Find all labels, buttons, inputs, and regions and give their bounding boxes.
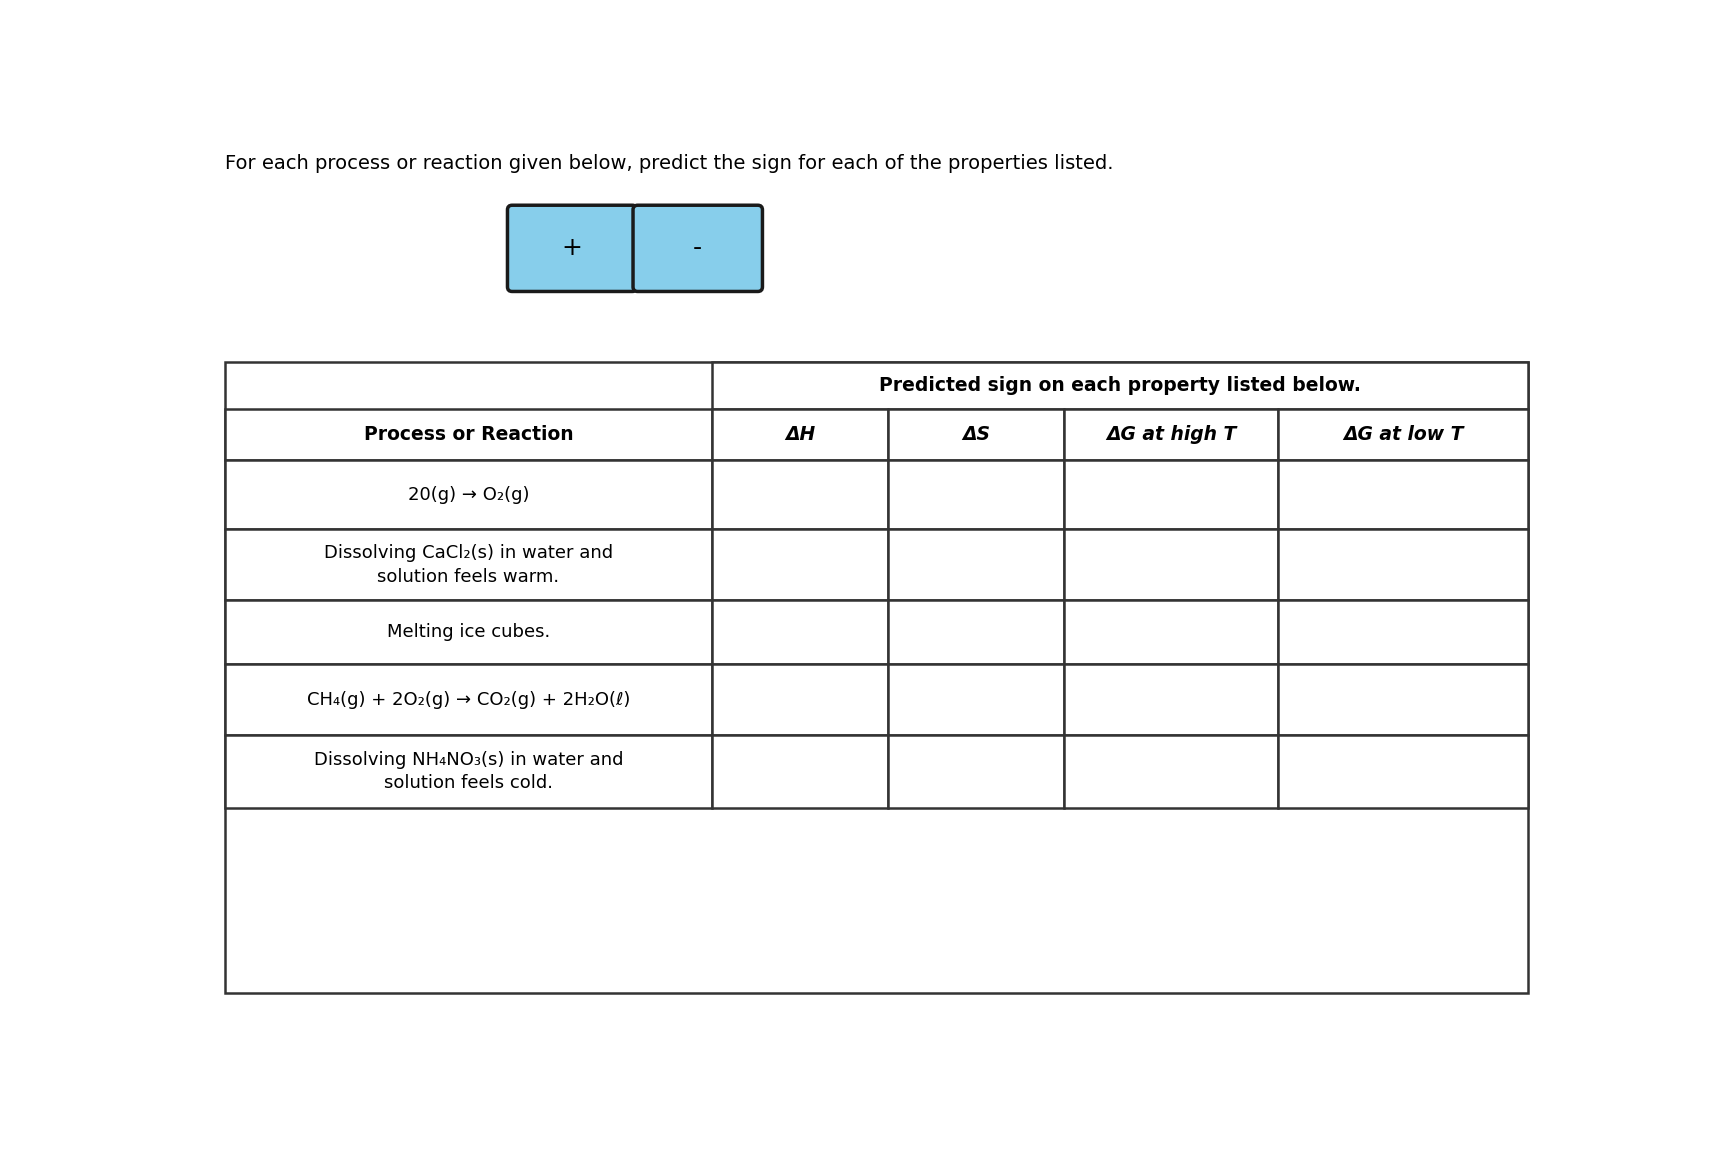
Bar	[1064, 409, 1277, 460]
Bar	[1064, 735, 1277, 809]
Text: ΔG at high T: ΔG at high T	[1106, 425, 1236, 445]
Bar	[1064, 460, 1277, 530]
Bar	[224, 665, 711, 735]
Text: 20(g) → O₂(g): 20(g) → O₂(g)	[407, 486, 528, 503]
Text: For each process or reaction given below, predict the sign for each of the prope: For each process or reaction given below…	[224, 153, 1113, 173]
Text: Process or Reaction: Process or Reaction	[364, 425, 573, 445]
Bar	[1064, 600, 1277, 665]
Bar	[224, 735, 711, 809]
Bar	[1277, 735, 1529, 809]
Bar	[224, 530, 711, 600]
Text: +: +	[563, 236, 583, 260]
Bar	[887, 460, 1064, 530]
Bar	[711, 665, 887, 735]
Bar	[711, 600, 887, 665]
Bar	[711, 362, 1529, 409]
Bar	[887, 600, 1064, 665]
FancyBboxPatch shape	[508, 205, 636, 291]
Text: Dissolving CaCl₂(s) in water and
solution feels warm.: Dissolving CaCl₂(s) in water and solutio…	[323, 544, 612, 585]
Text: Dissolving NH₄NO₃(s) in water and
solution feels cold.: Dissolving NH₄NO₃(s) in water and soluti…	[313, 751, 622, 793]
Text: Melting ice cubes.: Melting ice cubes.	[386, 623, 551, 642]
Bar	[1277, 460, 1529, 530]
Bar	[1064, 665, 1277, 735]
Bar	[711, 460, 887, 530]
Text: ΔS: ΔS	[963, 425, 990, 445]
Bar	[224, 600, 711, 665]
Bar	[1277, 530, 1529, 600]
Bar	[887, 530, 1064, 600]
Bar	[887, 665, 1064, 735]
Bar	[224, 460, 711, 530]
Text: ΔG at low T: ΔG at low T	[1342, 425, 1464, 445]
Bar	[224, 362, 1529, 993]
Text: ΔH: ΔH	[785, 425, 816, 445]
Bar	[711, 409, 887, 460]
Bar	[1277, 665, 1529, 735]
Text: Predicted sign on each property listed below.: Predicted sign on each property listed b…	[879, 376, 1361, 395]
Bar	[1277, 409, 1529, 460]
Bar	[1277, 600, 1529, 665]
Bar	[887, 409, 1064, 460]
Bar	[711, 530, 887, 600]
Text: -: -	[693, 236, 703, 260]
Bar	[224, 409, 711, 460]
Text: CH₄(g) + 2O₂(g) → CO₂(g) + 2H₂O(ℓ): CH₄(g) + 2O₂(g) → CO₂(g) + 2H₂O(ℓ)	[306, 690, 629, 708]
Bar	[1064, 530, 1277, 600]
Bar	[887, 735, 1064, 809]
Bar	[711, 735, 887, 809]
FancyBboxPatch shape	[633, 205, 763, 291]
